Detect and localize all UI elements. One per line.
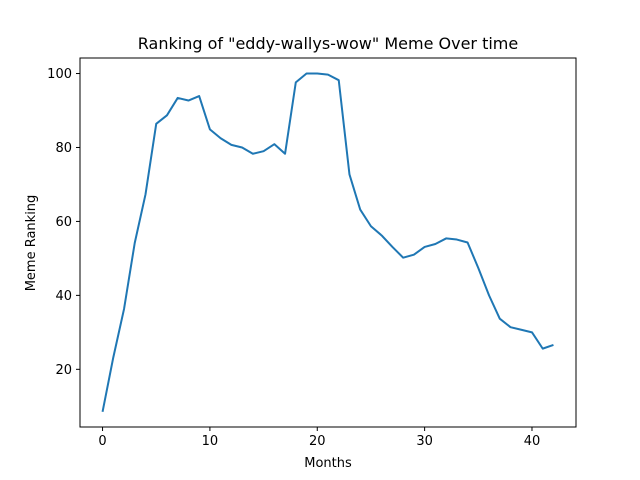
y-tick-label: 40 [55,289,72,304]
y-tick-label: 60 [55,215,72,230]
x-tick-label: 20 [309,434,326,449]
plot-marks: 0 10 20 30 40 20 40 60 80 100 [47,67,554,449]
x-tick-label: 30 [416,434,433,449]
y-tick-label: 100 [47,67,72,82]
plot-frame [79,57,577,428]
chart-title: Ranking of "eddy-wallys-wow" Meme Over t… [138,34,518,53]
x-tick-label: 10 [202,434,219,449]
series-line [101,72,554,413]
y-tick-label: 20 [55,363,72,378]
x-tick-label: 0 [98,434,106,449]
y-axis-label: Meme Ranking [24,195,39,292]
x-tick-label: 40 [524,434,541,449]
y-tick-label: 80 [55,141,72,156]
x-axis-label: Months [304,456,352,471]
